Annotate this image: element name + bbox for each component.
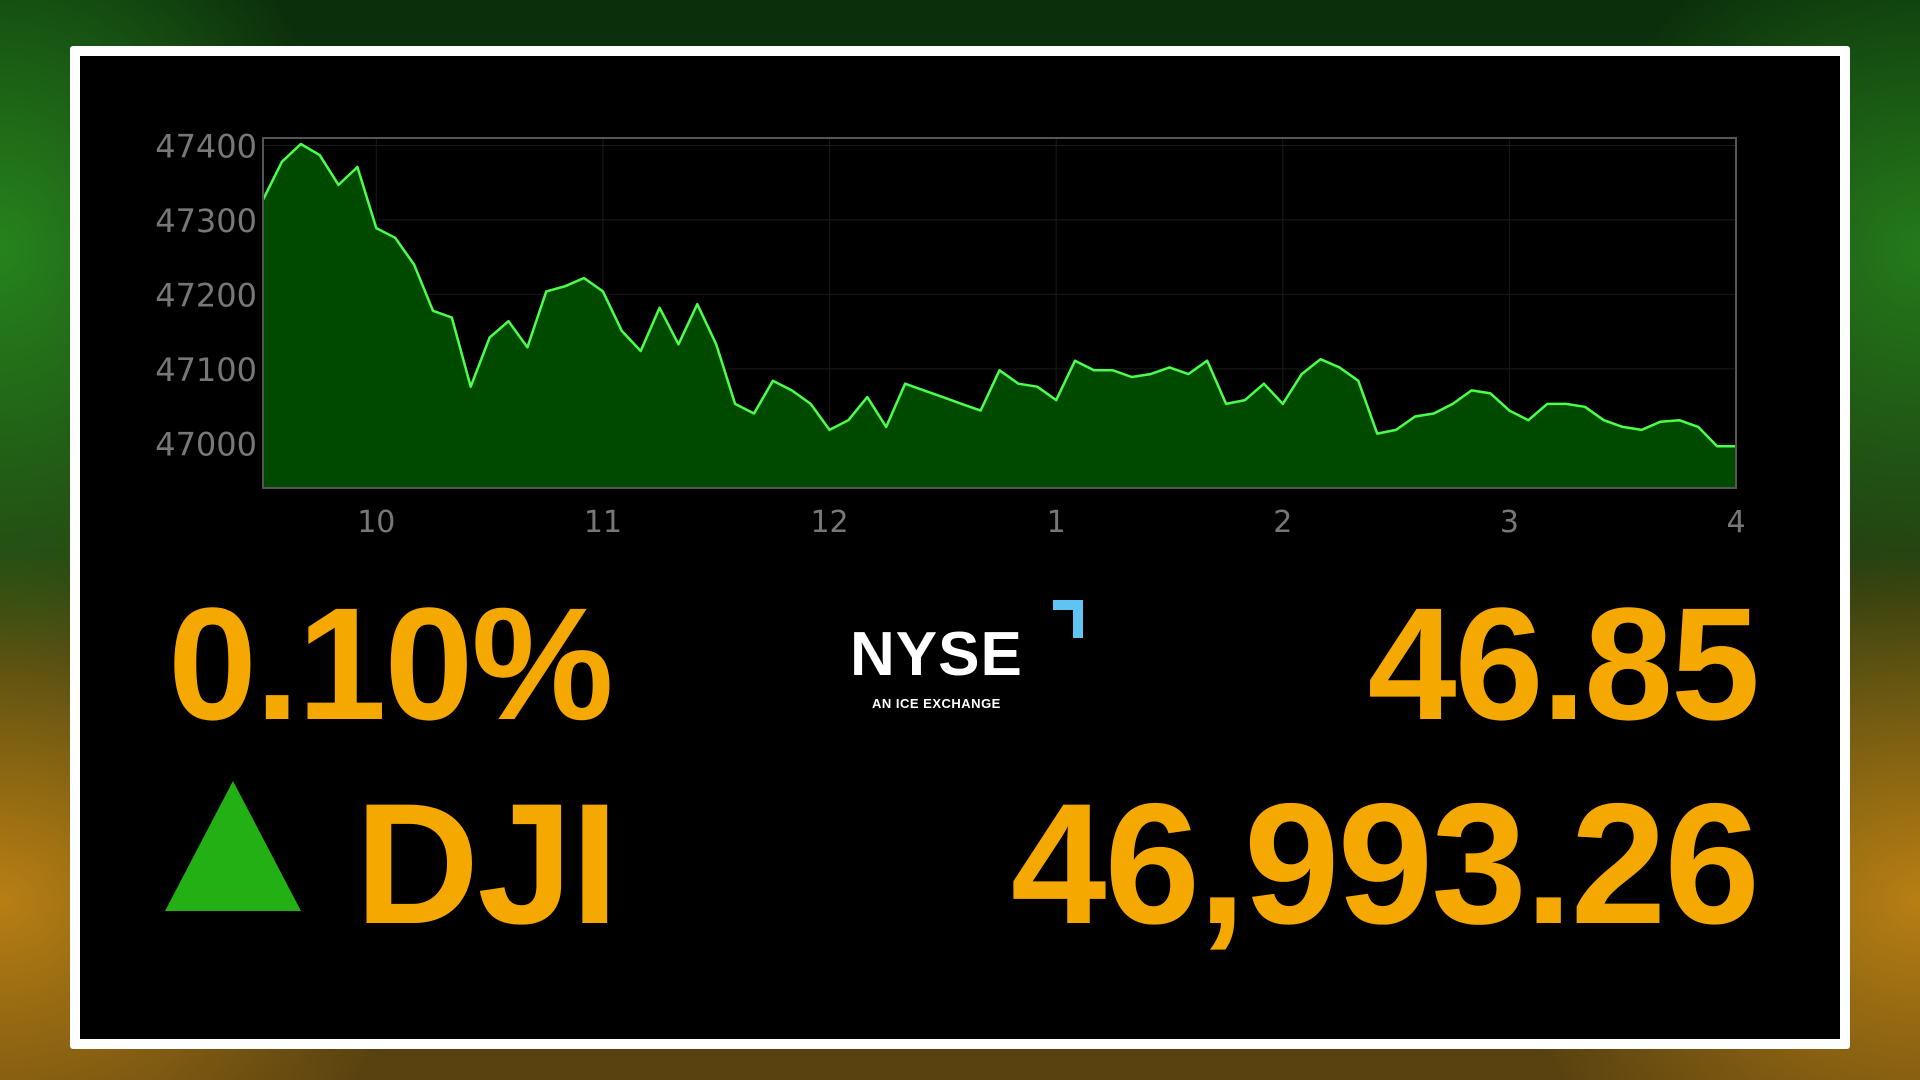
logo-corner-mark-icon bbox=[1053, 600, 1083, 638]
x-tick-label: 1 bbox=[1047, 505, 1066, 540]
x-tick-label: 11 bbox=[584, 505, 622, 540]
y-tick-label: 47100 bbox=[155, 351, 257, 389]
x-tick-label: 4 bbox=[1726, 505, 1745, 540]
percent-change: 0.10% bbox=[168, 574, 614, 753]
index-price: 46,993.26 bbox=[1010, 768, 1760, 960]
y-tick-label: 47300 bbox=[155, 202, 257, 240]
up-arrow-icon bbox=[165, 781, 301, 911]
price-line bbox=[261, 142, 1736, 448]
logo-wordmark: NYSE bbox=[850, 620, 1023, 689]
nyse-logo: NYSE AN ICE EXCHANGE bbox=[850, 596, 1090, 716]
index-symbol: DJI bbox=[355, 768, 619, 960]
y-tick-label: 47000 bbox=[155, 425, 257, 463]
x-tick-label: 2 bbox=[1273, 505, 1292, 540]
market-card: 47000 47100 47200 47300 47400 10 11 12 1 2 3 4 0.10… bbox=[70, 46, 1850, 1049]
x-tick-label: 10 bbox=[357, 505, 395, 540]
area-fill bbox=[263, 144, 1736, 488]
point-change: 46.85 bbox=[1367, 574, 1760, 753]
logo-tagline: AN ICE EXCHANGE bbox=[872, 696, 1001, 711]
y-tick-label: 47200 bbox=[155, 276, 257, 314]
x-tick-label: 12 bbox=[810, 505, 848, 540]
y-tick-label: 47400 bbox=[155, 127, 257, 165]
x-tick-label: 3 bbox=[1500, 505, 1519, 540]
plot-frame bbox=[262, 137, 1737, 489]
